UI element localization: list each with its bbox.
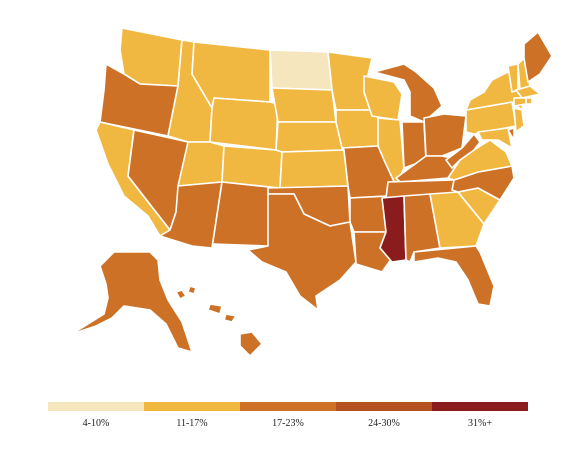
state-wy[interactable]	[209, 97, 279, 151]
legend-label-3: 17-23%	[272, 418, 304, 429]
state-sd[interactable]	[271, 87, 337, 123]
state-nj[interactable]	[513, 107, 525, 133]
legend-swatch-3	[240, 402, 336, 411]
state-me[interactable]	[523, 31, 553, 83]
state-nd[interactable]	[269, 49, 333, 91]
state-ma[interactable]	[515, 85, 541, 99]
state-ct[interactable]	[513, 97, 527, 107]
state-ks[interactable]	[279, 149, 349, 189]
state-hi[interactable]	[175, 285, 263, 357]
legend-label-4: 24-30%	[368, 418, 400, 429]
legend-swatch-2	[144, 402, 240, 411]
legend-label-5: 31%+	[468, 418, 492, 429]
state-co[interactable]	[221, 145, 283, 189]
state-fl[interactable]	[413, 245, 495, 307]
legend-swatch-1	[48, 402, 144, 411]
legend-swatch-5	[432, 402, 528, 411]
us-choropleth-map	[71, 27, 553, 357]
state-ne[interactable]	[275, 121, 345, 153]
state-tx[interactable]	[247, 193, 357, 311]
state-ri[interactable]	[525, 97, 533, 105]
legend-label-1: 4-10%	[82, 418, 110, 429]
state-nm[interactable]	[211, 181, 279, 249]
state-mi[interactable]	[373, 63, 443, 123]
state-md[interactable]	[477, 127, 513, 149]
state-ga[interactable]	[429, 191, 485, 249]
legend-swatch-4	[336, 402, 432, 411]
state-ak[interactable]	[71, 251, 193, 353]
state-wv[interactable]	[445, 133, 481, 169]
legend-label-2: 11-17%	[176, 418, 208, 429]
state-de[interactable]	[507, 127, 515, 141]
legend: 4-10% 11-17% 17-23% 24-30% 31%+	[48, 402, 530, 442]
